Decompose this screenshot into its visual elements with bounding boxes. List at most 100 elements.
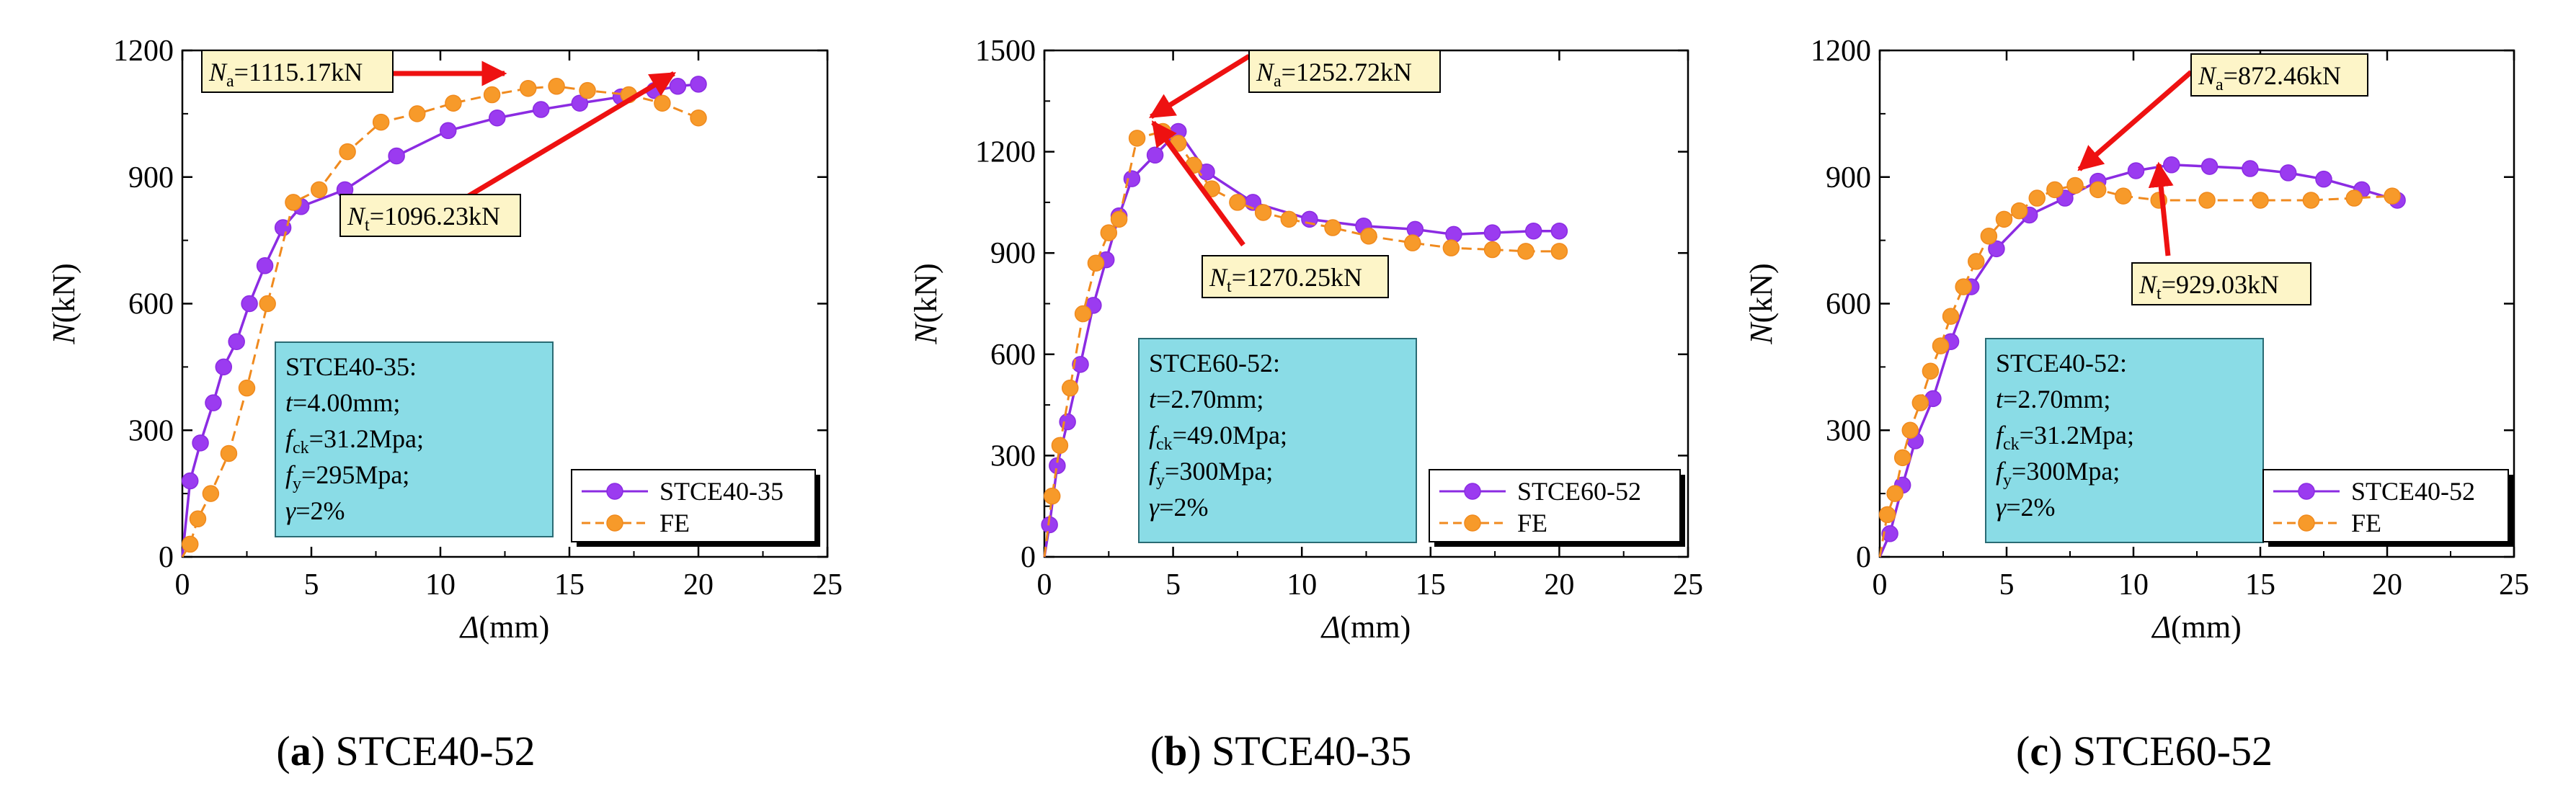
y-tick-label: 900 [128, 161, 174, 195]
x-tick-label: 5 [304, 568, 319, 602]
data-point-fe [1280, 210, 1298, 228]
data-point-fe [519, 79, 537, 97]
data-point-fe [1955, 278, 1972, 295]
data-point-test [1483, 224, 1501, 241]
data-point-fe [690, 109, 707, 127]
data-point-test [2279, 164, 2297, 182]
panel-caption: (a) STCE40-52 [276, 728, 535, 774]
data-point-fe [2252, 192, 2269, 209]
x-tick-label: 15 [554, 568, 585, 602]
data-point-fe [1404, 234, 1421, 251]
annotation-box [1202, 255, 1389, 298]
data-point-fe [548, 78, 565, 95]
data-point-fe [285, 194, 302, 211]
data-point-test [192, 434, 209, 452]
parameter-line: fy=300Mpa; [1149, 457, 1273, 490]
data-point-fe [1442, 239, 1460, 256]
parameter-box [275, 341, 554, 537]
x-tick-label: 0 [175, 568, 190, 602]
data-point-fe [1942, 308, 1960, 325]
data-point-fe [2384, 187, 2401, 205]
data-point-fe [2046, 181, 2064, 199]
y-tick-label: 300 [990, 439, 1036, 473]
annotation-label: Nt=1270.25kN [1209, 263, 1362, 296]
parameter-line: γ=2% [1149, 493, 1208, 522]
x-axis-label: Δ(mm) [2151, 609, 2242, 645]
parameter-line: STCE40-52: [1996, 349, 2127, 377]
data-point-fe [483, 86, 501, 104]
y-tick-label: 900 [990, 237, 1036, 270]
data-point-fe [189, 510, 207, 528]
data-point-fe [1360, 228, 1377, 245]
x-tick-label: 20 [1544, 568, 1574, 602]
annotation-label: Nt=929.03kN [2138, 270, 2279, 303]
data-point-test [215, 358, 233, 376]
data-point-fe [1922, 362, 1940, 380]
annotation-label: Na=872.46kN [2198, 61, 2341, 94]
parameter-box [1138, 338, 1417, 543]
y-tick-label: 1200 [975, 136, 1036, 169]
data-point-fe [1550, 243, 1568, 260]
x-tick-label: 5 [1165, 568, 1181, 602]
annotation-label: Nt=1096.23kN [347, 202, 500, 235]
data-point-fe [2198, 192, 2216, 209]
y-tick-label: 0 [1856, 541, 1871, 574]
x-axis-label: Δ(mm) [1320, 609, 1411, 645]
annotation-arrow [1149, 54, 1251, 119]
annotation-box [2131, 262, 2311, 305]
annotation-label: Na=1252.72kN [1256, 58, 1412, 91]
parameter-line: γ=2% [1996, 493, 2055, 522]
panel-caption: (b) STCE40-35 [1150, 728, 1412, 774]
data-point-fe [2066, 176, 2084, 195]
panel-caption: (c) STCE60-52 [2016, 728, 2273, 774]
data-point-fe [1878, 506, 1896, 524]
x-tick-label: 15 [2245, 568, 2275, 602]
y-tick-label: 300 [128, 414, 174, 447]
annotation-arrow [2148, 161, 2174, 256]
data-point-fe [1254, 204, 1272, 221]
data-point-test [1881, 525, 1898, 542]
data-point-fe [2345, 189, 2363, 207]
legend-label: FE [1517, 509, 1547, 537]
chart-panel-1: 0 5 10 15 20 25 0 300 600 900 1200 Δ(mm) N(kN) STCE40… [46, 35, 843, 774]
data-point-fe [339, 143, 356, 161]
parameter-line: fy=300Mpa; [1996, 457, 2120, 490]
y-tick-label: 600 [1826, 288, 1871, 321]
data-point-fe [372, 113, 390, 131]
data-point-test [241, 295, 258, 313]
data-point-test [489, 109, 506, 127]
data-point-fe [1968, 253, 1985, 270]
annotation-arrow [1151, 120, 1245, 247]
data-point-fe [238, 379, 256, 397]
parameter-line: fck=49.0Mpa; [1149, 421, 1287, 454]
data-point-test [1301, 210, 1318, 228]
x-tick-label: 5 [1999, 568, 2015, 602]
x-tick-label: 10 [2118, 568, 2149, 602]
data-point-test [2127, 162, 2145, 179]
data-point-test [2163, 156, 2180, 174]
data-point-fe [1074, 305, 1092, 323]
annotation-box [339, 194, 521, 237]
legend-label: STCE40-52 [2351, 477, 2475, 506]
parameter-line: fy=295Mpa; [285, 460, 409, 493]
data-point-fe [181, 535, 199, 553]
legend-label: STCE60-52 [1517, 477, 1641, 506]
data-point-fe [1051, 437, 1069, 455]
parameter-line: t=4.00mm; [285, 388, 400, 417]
data-point-fe [2010, 202, 2028, 220]
data-point-test [571, 94, 589, 112]
legend-marker [1464, 514, 1481, 532]
parameter-line: STCE40-35: [285, 352, 417, 381]
annotation-label: Na=1115.17kN [208, 58, 363, 91]
data-point-fe [445, 94, 462, 112]
annotation-arrow [2077, 70, 2193, 171]
x-tick-label: 10 [425, 568, 456, 602]
data-point-fe [2302, 192, 2320, 209]
y-tick-label: 1500 [975, 35, 1036, 68]
data-point-test [1072, 356, 1089, 373]
data-point-fe [1893, 449, 1911, 467]
y-axis-label: N(kN) [1744, 263, 1779, 344]
y-tick-label: 0 [159, 541, 174, 574]
annotation-box [2190, 53, 2368, 97]
legend-label: FE [659, 509, 690, 537]
